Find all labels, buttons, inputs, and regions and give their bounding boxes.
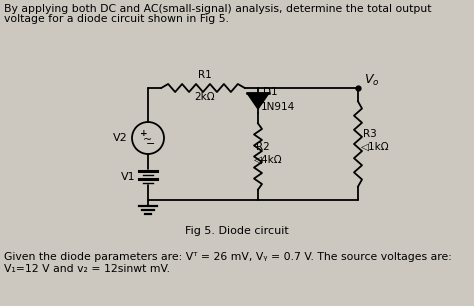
- Text: D1: D1: [263, 87, 278, 97]
- Text: ◁1kΩ: ◁1kΩ: [361, 142, 390, 152]
- Text: R3: R3: [363, 129, 377, 139]
- Text: V₁=12 V and v₂ = 12sinwt mV.: V₁=12 V and v₂ = 12sinwt mV.: [4, 264, 170, 274]
- Text: Given the diode parameters are: Vᵀ = 26 mV, Vᵧ = 0.7 V. The source voltages are:: Given the diode parameters are: Vᵀ = 26 …: [4, 252, 452, 262]
- Text: R1: R1: [198, 70, 212, 80]
- Polygon shape: [247, 93, 269, 109]
- Text: By applying both DC and AC(small-signal) analysis, determine the total output: By applying both DC and AC(small-signal)…: [4, 4, 431, 14]
- Text: voltage for a diode circuit shown in Fig 5.: voltage for a diode circuit shown in Fig…: [4, 14, 229, 24]
- Text: Fig 5. Diode circuit: Fig 5. Diode circuit: [185, 226, 289, 236]
- Text: V1: V1: [121, 172, 136, 182]
- Text: 1N914: 1N914: [261, 102, 295, 112]
- Text: +: +: [140, 129, 148, 137]
- Text: −: −: [146, 139, 155, 149]
- Text: $V_o$: $V_o$: [364, 73, 380, 88]
- Text: 2kΩ: 2kΩ: [195, 92, 215, 102]
- Text: ~: ~: [143, 135, 153, 145]
- Text: ◁4kΩ: ◁4kΩ: [254, 155, 283, 165]
- Text: V2: V2: [113, 133, 128, 143]
- Text: R2: R2: [256, 141, 270, 151]
